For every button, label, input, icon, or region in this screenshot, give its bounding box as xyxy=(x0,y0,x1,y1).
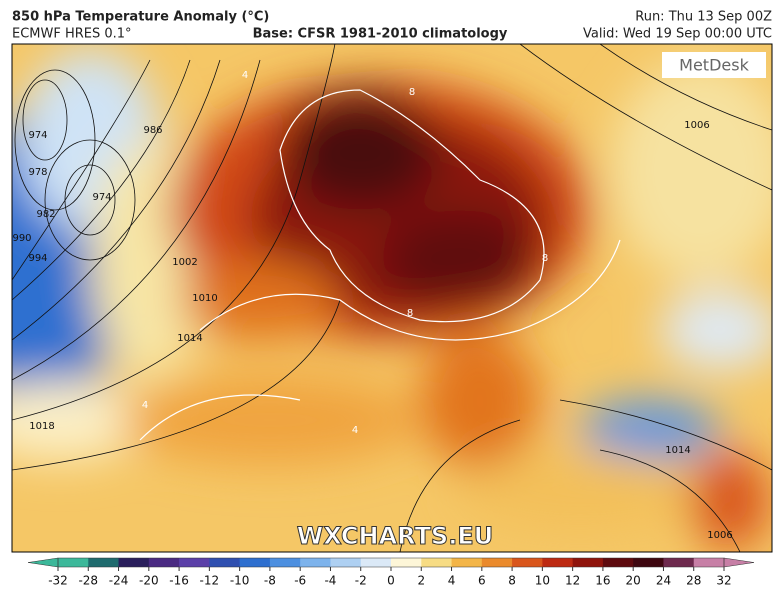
anomaly-label: 4 xyxy=(352,425,358,436)
isobar-label: 990 xyxy=(12,233,31,244)
isobar-label: 994 xyxy=(28,253,47,264)
colorbar-tick-label: 32 xyxy=(716,574,731,588)
anomaly-label: 4 xyxy=(142,400,148,411)
colorbar-segment xyxy=(118,558,150,567)
map-frame xyxy=(11,43,773,553)
colorbar-segment xyxy=(148,558,180,567)
anomaly-contours xyxy=(139,89,621,441)
colorbar-segment xyxy=(179,558,210,567)
colorbar-segment xyxy=(542,558,574,567)
colorbar-tick-label: 10 xyxy=(535,574,550,588)
isobar-label: 1014 xyxy=(177,333,202,344)
isobar-label: 974 xyxy=(92,192,111,203)
colorbar-segment xyxy=(421,558,453,567)
isobar-label: 982 xyxy=(36,209,55,220)
colorbar-tick-label: 28 xyxy=(686,574,701,588)
colorbar-tick-label: 2 xyxy=(417,574,425,588)
colorbar-segment xyxy=(239,558,271,567)
colorbar-tick-label: -8 xyxy=(264,574,276,588)
colorbar-tick-label: 4 xyxy=(448,574,456,588)
colorbar-segment xyxy=(602,558,634,567)
valid: Valid: Wed 19 Sep 00:00 UTC xyxy=(583,27,772,42)
colorbar-segment xyxy=(300,558,331,567)
map: MetDesk WXCHARTS.EU xyxy=(12,44,772,552)
isobar-label: 1018 xyxy=(29,421,54,432)
colorbar-tick-label: -24 xyxy=(109,574,129,588)
isobar-label: 1006 xyxy=(684,120,709,131)
labels: 974 978 982 986 990 994 974 1002 1006 1010 1014 101… xyxy=(12,70,732,541)
anomaly-label: 8 xyxy=(409,87,415,98)
isobar-label: 1010 xyxy=(192,293,217,304)
colorbar-tick-label: 6 xyxy=(478,574,486,588)
colorbar-segment xyxy=(693,558,725,567)
colorbar-segment xyxy=(481,558,513,567)
isobar-label: 974 xyxy=(28,130,47,141)
colorbar-tick-label: -6 xyxy=(294,574,306,588)
colorbar-segment xyxy=(451,558,483,567)
colorbar-tick-label: 8 xyxy=(508,574,516,588)
model: ECMWF HRES 0.1° xyxy=(12,27,132,42)
isobar-label: 1014 xyxy=(665,445,690,456)
colorbar-segment xyxy=(663,558,695,567)
colorbar-extend-low xyxy=(27,557,59,568)
colorbar-tick-label: -12 xyxy=(200,574,220,588)
run: Run: Thu 13 Sep 00Z xyxy=(635,10,772,25)
colorbar-segment xyxy=(269,558,301,567)
colorbar-segment xyxy=(360,558,392,567)
colorbar-segment xyxy=(512,558,543,567)
colorbar-segment xyxy=(88,558,120,567)
colorbar-tick-label: -20 xyxy=(139,574,159,588)
colorbar-extend-high xyxy=(723,557,755,568)
colorbar-segment xyxy=(572,558,604,567)
colorbar-tick-label: -10 xyxy=(230,574,250,588)
colorbar-tick-label: 16 xyxy=(595,574,610,588)
anomaly-label: 8 xyxy=(407,308,413,319)
colorbar-tick-label: 0 xyxy=(387,574,395,588)
anomaly-label: 8 xyxy=(542,253,548,264)
isobar-label: 978 xyxy=(28,167,47,178)
colorbar-tick-label: 12 xyxy=(565,574,580,588)
watermark: WXCHARTS.EU xyxy=(297,522,493,550)
base: Base: CFSR 1981-2010 climatology xyxy=(253,27,508,42)
colorbar-segment xyxy=(330,558,362,567)
isobar-label: 986 xyxy=(143,125,162,136)
colorbar-tick-label: -2 xyxy=(355,574,367,588)
anomaly-label: 4 xyxy=(242,70,248,81)
isobars xyxy=(12,44,772,552)
logo: MetDesk xyxy=(679,56,749,75)
logo-box xyxy=(662,52,766,78)
colorbar-tick-label: -28 xyxy=(78,574,98,588)
colorbar-tick-label: 20 xyxy=(626,574,641,588)
isobar-label: 1006 xyxy=(707,530,732,541)
title: 850 hPa Temperature Anomaly (°C) xyxy=(12,10,269,25)
colorbar-segment xyxy=(58,558,89,567)
colorbar-tick-label: -32 xyxy=(48,574,68,588)
colorbar-tick-label: -4 xyxy=(324,574,336,588)
isobar-label: 1002 xyxy=(172,257,197,268)
colorbar-segment xyxy=(209,558,241,567)
colorbar-segment xyxy=(633,558,664,567)
colorbar-segment xyxy=(391,558,422,567)
colorbar-tick-label: -16 xyxy=(169,574,189,588)
colorbar: -32 -28 -24 -20 -16 -12 -10 -8 -6 -4 -2 0 2 4 6 8 10 12 16… xyxy=(27,557,755,588)
colorbar-tick-label: 24 xyxy=(656,574,671,588)
